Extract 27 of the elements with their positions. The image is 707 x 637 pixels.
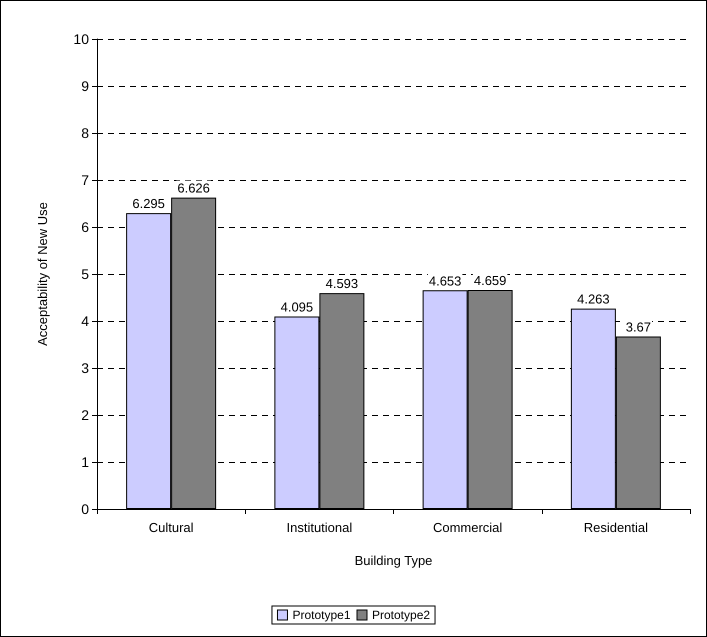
data-label: 4.653 [428, 273, 462, 288]
data-label: 4.263 [577, 292, 610, 307]
y-tick-label: 8 [81, 125, 90, 141]
legend-label: Prototype2 [372, 608, 430, 622]
y-tick-label: 3 [81, 360, 90, 376]
y-tick-label: 7 [81, 172, 90, 188]
data-label: 6.295 [132, 196, 165, 212]
x-tick-label: Residential [584, 520, 648, 535]
x-axis-title: Building Type [354, 553, 432, 568]
y-tick-label: 6 [81, 219, 90, 235]
data-label: 6.626 [177, 180, 210, 196]
data-label: 3.67 [626, 320, 652, 335]
data-label: 4.593 [326, 276, 358, 292]
data-label: 4.659 [474, 273, 506, 288]
y-tick-label: 4 [81, 313, 90, 329]
x-tick-label: Commercial [432, 520, 502, 535]
y-tick-label: 10 [73, 31, 90, 47]
x-tick-label: Cultural [148, 520, 194, 535]
x-tick-label: Institutional [286, 520, 352, 535]
y-tick-label: 9 [81, 78, 90, 94]
y-axis-title: Acceptability of New Use [35, 202, 50, 346]
y-tick-label: 5 [81, 266, 90, 282]
y-tick-label: 1 [81, 454, 90, 470]
data-label: 4.095 [280, 300, 314, 315]
legend-label: Prototype1 [292, 608, 351, 622]
y-tick-label: 2 [81, 407, 90, 423]
y-tick-label: 0 [81, 501, 90, 517]
